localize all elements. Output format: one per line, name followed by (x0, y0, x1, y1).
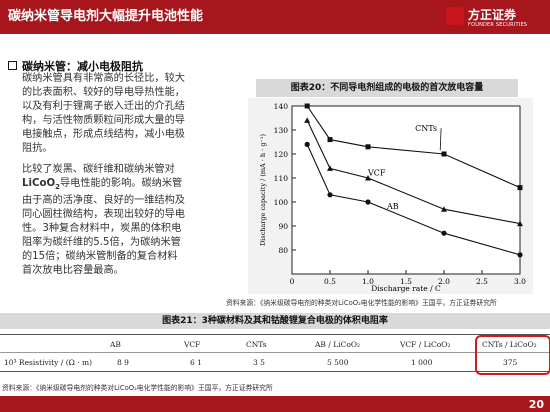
licoo2-subscript: 2 (55, 183, 60, 192)
y-tick-label: 120 (274, 150, 289, 159)
table-header-cell: AB (110, 340, 121, 349)
data-point (304, 117, 311, 123)
plot-area (291, 105, 521, 275)
y-tick-label: 110 (274, 174, 289, 183)
data-point (327, 192, 333, 198)
bullet-square-icon (8, 61, 17, 70)
page-title: 碳纳米管导电剂大幅提升电池性能 (8, 9, 204, 24)
licoo2-text: LiCoO (22, 178, 56, 189)
table-header-cell: VCF / LiCoO₂ (400, 340, 451, 349)
para1-line: 电接触点，形成点线结构，减小电极 (22, 129, 185, 140)
highlight-box (475, 335, 550, 375)
x-tick-label: 0 (290, 277, 295, 286)
data-point (517, 185, 523, 191)
table-cell: 6 1 (190, 358, 202, 367)
data-point (304, 141, 310, 147)
para1-line: 的比表面积、较好的导电导热性能， (22, 87, 185, 98)
data-point (327, 137, 333, 143)
para2-line: 的15倍；碳纳米管制备的复合材料 (22, 251, 178, 263)
data-point (441, 151, 447, 157)
x-tick-label: 1.5 (400, 277, 412, 286)
discharge-capacity-chart: 0 0.5 1.0 1.5 2.0 2.5 3.0 80 90 100 110 120 130 140 C… (259, 102, 526, 293)
data-point (327, 165, 333, 171)
table-cell: 3 5 (253, 358, 265, 367)
data-point (365, 144, 371, 150)
series-label-cnts: CNTs (415, 124, 437, 133)
table-header-cell: VCF (184, 340, 201, 349)
section-heading: 碳纳米管：减小电极阻抗 (22, 60, 143, 73)
paragraph-2: 比较了炭黑、碳纤维和碳纳米管对 LiCoO2导电性能的影响。碳纳米管 由于高的活… (22, 163, 218, 278)
table-header-cell: CNTs / LiCoO₂ (482, 340, 537, 349)
y-tick-label: 90 (278, 222, 288, 231)
data-point (441, 230, 447, 236)
data-point (365, 199, 371, 205)
x-tick-label: 2.5 (476, 277, 488, 286)
data-point (441, 206, 447, 212)
table-header-cell: AB / LiCoO₂ (315, 340, 361, 349)
para2-line: 阻率为碳纤维的5.5倍，为碳纳米管 (22, 237, 181, 249)
y-tick-label: 140 (274, 102, 289, 111)
series-label-pointer (439, 128, 442, 151)
data-point (304, 103, 310, 109)
figure20-title: 图表20：不同导电剂组成的电极的首次放电容量 (256, 79, 518, 97)
para2-line: 由于高的活净度、良好的一维结构及 (22, 195, 185, 207)
figure21-title: 图表21：3种碳材料及其和钴酸锂复合电极的体积电阻率 (0, 313, 550, 329)
para2-line: 同心圆柱微结构，表现出较好的导电 (22, 209, 185, 221)
table-header-cell: CNTs (246, 340, 267, 349)
para2-line-licoo2: LiCoO2导电性能的影响。碳纳米管 (22, 177, 218, 194)
logo-mark-icon (446, 7, 464, 25)
brand-logo: 方正证券 FOUNDER SECURITIES (446, 7, 546, 33)
data-point (517, 220, 523, 227)
x-tick-label: 0.5 (324, 277, 336, 286)
para2-line: 首次放电比容量最高。 (22, 265, 124, 277)
x-tick-label: 2.0 (438, 277, 450, 286)
para1-line: 构，与活性物质颗粒间形成大量的导 (22, 115, 185, 126)
table-cell: 1 000 (411, 358, 433, 367)
table-rule-bottom (0, 371, 550, 372)
table-rule-mid (0, 352, 550, 353)
y-tick-label: 130 (274, 126, 289, 135)
series-label-vcf: VCF (367, 169, 386, 178)
para1-line: 阻抗。 (22, 143, 53, 154)
table-rule-top (0, 334, 550, 335)
table-row-label: 10³ Resistivity / (Ω · m) (4, 358, 93, 367)
series-label-ab: AB (386, 202, 399, 211)
para1-line: 以及有利于锂离子嵌入迁出的介孔结 (22, 101, 185, 112)
footer-bar (0, 396, 550, 412)
data-point (365, 175, 371, 181)
paragraph-1: 碳纳米管具有非常高的长径比，较大 的比表面积、较好的导电导热性能， 以及有利于锂… (22, 72, 218, 156)
data-point (517, 252, 523, 258)
para2-line: 比较了炭黑、碳纤维和碳纳米管对 (22, 164, 175, 175)
table-cell: 8 9 (117, 358, 129, 367)
x-tick-label: 3.0 (514, 277, 526, 286)
figure21-source: 资料来源：《纳米级碳导电剂的种类对LiCoO₂电化学性能的影响》王国平，方正证券… (2, 384, 273, 392)
y-axis-label: Discharge capacity / (mA · h · g⁻¹) (259, 133, 267, 246)
y-tick-label: 80 (278, 246, 288, 255)
logo-name-cn: 方正证券 (468, 8, 517, 22)
table-cell: 375 (503, 358, 518, 367)
page-number: 20 (528, 398, 544, 411)
table-cell: 5 500 (327, 358, 349, 367)
y-tick-label: 100 (274, 198, 289, 207)
para2-line: 导电性能的影响。碳纳米管 (60, 178, 183, 189)
para2-line: 性。3种复合材料中，炭黑的体积电 (22, 223, 182, 235)
x-axis-label: Discharge rate / C (371, 284, 441, 293)
para1-line: 碳纳米管具有非常高的长径比，较大 (22, 73, 185, 84)
x-tick-label: 1.0 (362, 277, 374, 286)
logo-name-en: FOUNDER SECURITIES (468, 22, 528, 28)
figure20-source: 资料来源：《纳米级碳导电剂的种类对LiCoO₂电化学性能的影响》王国平，方正证券… (226, 299, 497, 307)
